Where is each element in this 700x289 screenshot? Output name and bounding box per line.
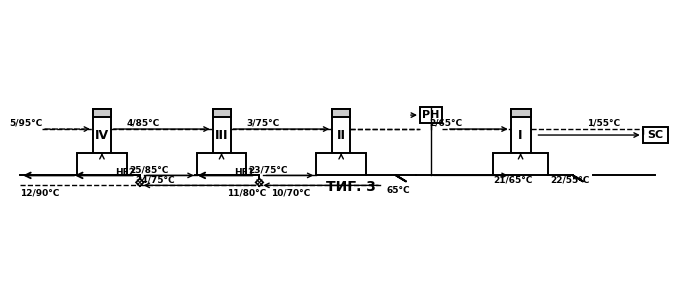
Bar [494,153,548,175]
Bar [332,109,350,117]
Bar [316,153,366,175]
Text: 23/75°C: 23/75°C [248,165,288,174]
Bar [213,109,230,153]
Text: 3/75°C: 3/75°C [246,118,279,127]
Bar [213,109,230,117]
Text: SC: SC [647,130,663,140]
Text: HE2: HE2 [115,168,135,177]
Bar [77,153,127,175]
Polygon shape [136,179,144,186]
Text: II: II [337,129,346,142]
Text: HE1: HE1 [234,168,255,177]
Text: 21/65°C: 21/65°C [494,175,533,184]
Bar [93,109,111,153]
Polygon shape [256,179,263,186]
Text: III: III [215,129,228,142]
Bar [420,107,442,123]
Bar [197,153,246,175]
Text: PH: PH [422,110,440,120]
Text: 25/85°C: 25/85°C [129,165,168,174]
Text: 4/85°C: 4/85°C [127,118,160,127]
Text: 5/95°C: 5/95°C [9,118,42,127]
Text: IV: IV [95,129,109,142]
Text: 2/65°C: 2/65°C [430,118,463,127]
Bar [332,109,350,153]
Text: 11/80°C: 11/80°C [228,188,267,197]
Text: 1/55°C: 1/55°C [587,118,620,127]
Text: 22/55°C: 22/55°C [550,175,589,184]
Text: 65°C: 65°C [386,186,410,195]
Text: 12/90°C: 12/90°C [20,188,60,197]
Bar [93,109,111,117]
Text: 10/70°C: 10/70°C [272,188,311,197]
Text: ΤИГ. 3: ΤИГ. 3 [326,180,376,194]
Bar [510,109,531,153]
Bar [510,109,531,117]
Text: I: I [518,129,523,142]
Text: 24/75°C: 24/75°C [135,175,174,184]
Bar [643,127,668,143]
